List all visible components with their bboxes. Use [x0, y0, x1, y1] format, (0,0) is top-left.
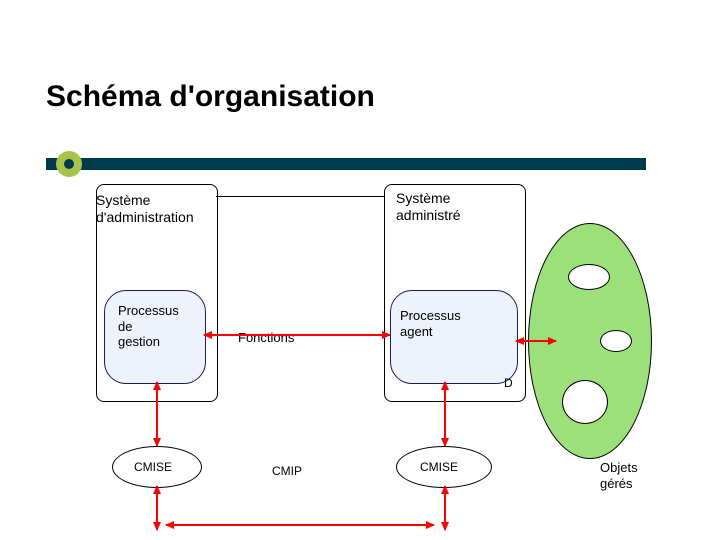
- decor-bar: [46, 158, 646, 170]
- slide-title: Schéma d'organisation: [46, 80, 375, 114]
- managed-object-1: [568, 264, 610, 290]
- label-d: D: [504, 376, 513, 390]
- label-objets-geres: Objetsgérés: [600, 460, 638, 491]
- label-cmise-right: CMISE: [420, 460, 458, 474]
- decor-dot-inner: [64, 159, 74, 169]
- label-proc-agent: Processusagent: [400, 308, 461, 339]
- managed-object-3: [600, 330, 632, 352]
- label-cmip: CMIP: [272, 464, 302, 478]
- label-sys-admin: Systèmed'administration: [96, 192, 194, 226]
- label-cmise-left: CMISE: [134, 460, 172, 474]
- label-fonctions: Fonctions: [238, 330, 294, 346]
- label-proc-gestion: Processusdegestion: [118, 303, 179, 350]
- managed-object-2: [562, 380, 608, 424]
- label-sys-administre: Systèmeadministré: [396, 190, 461, 224]
